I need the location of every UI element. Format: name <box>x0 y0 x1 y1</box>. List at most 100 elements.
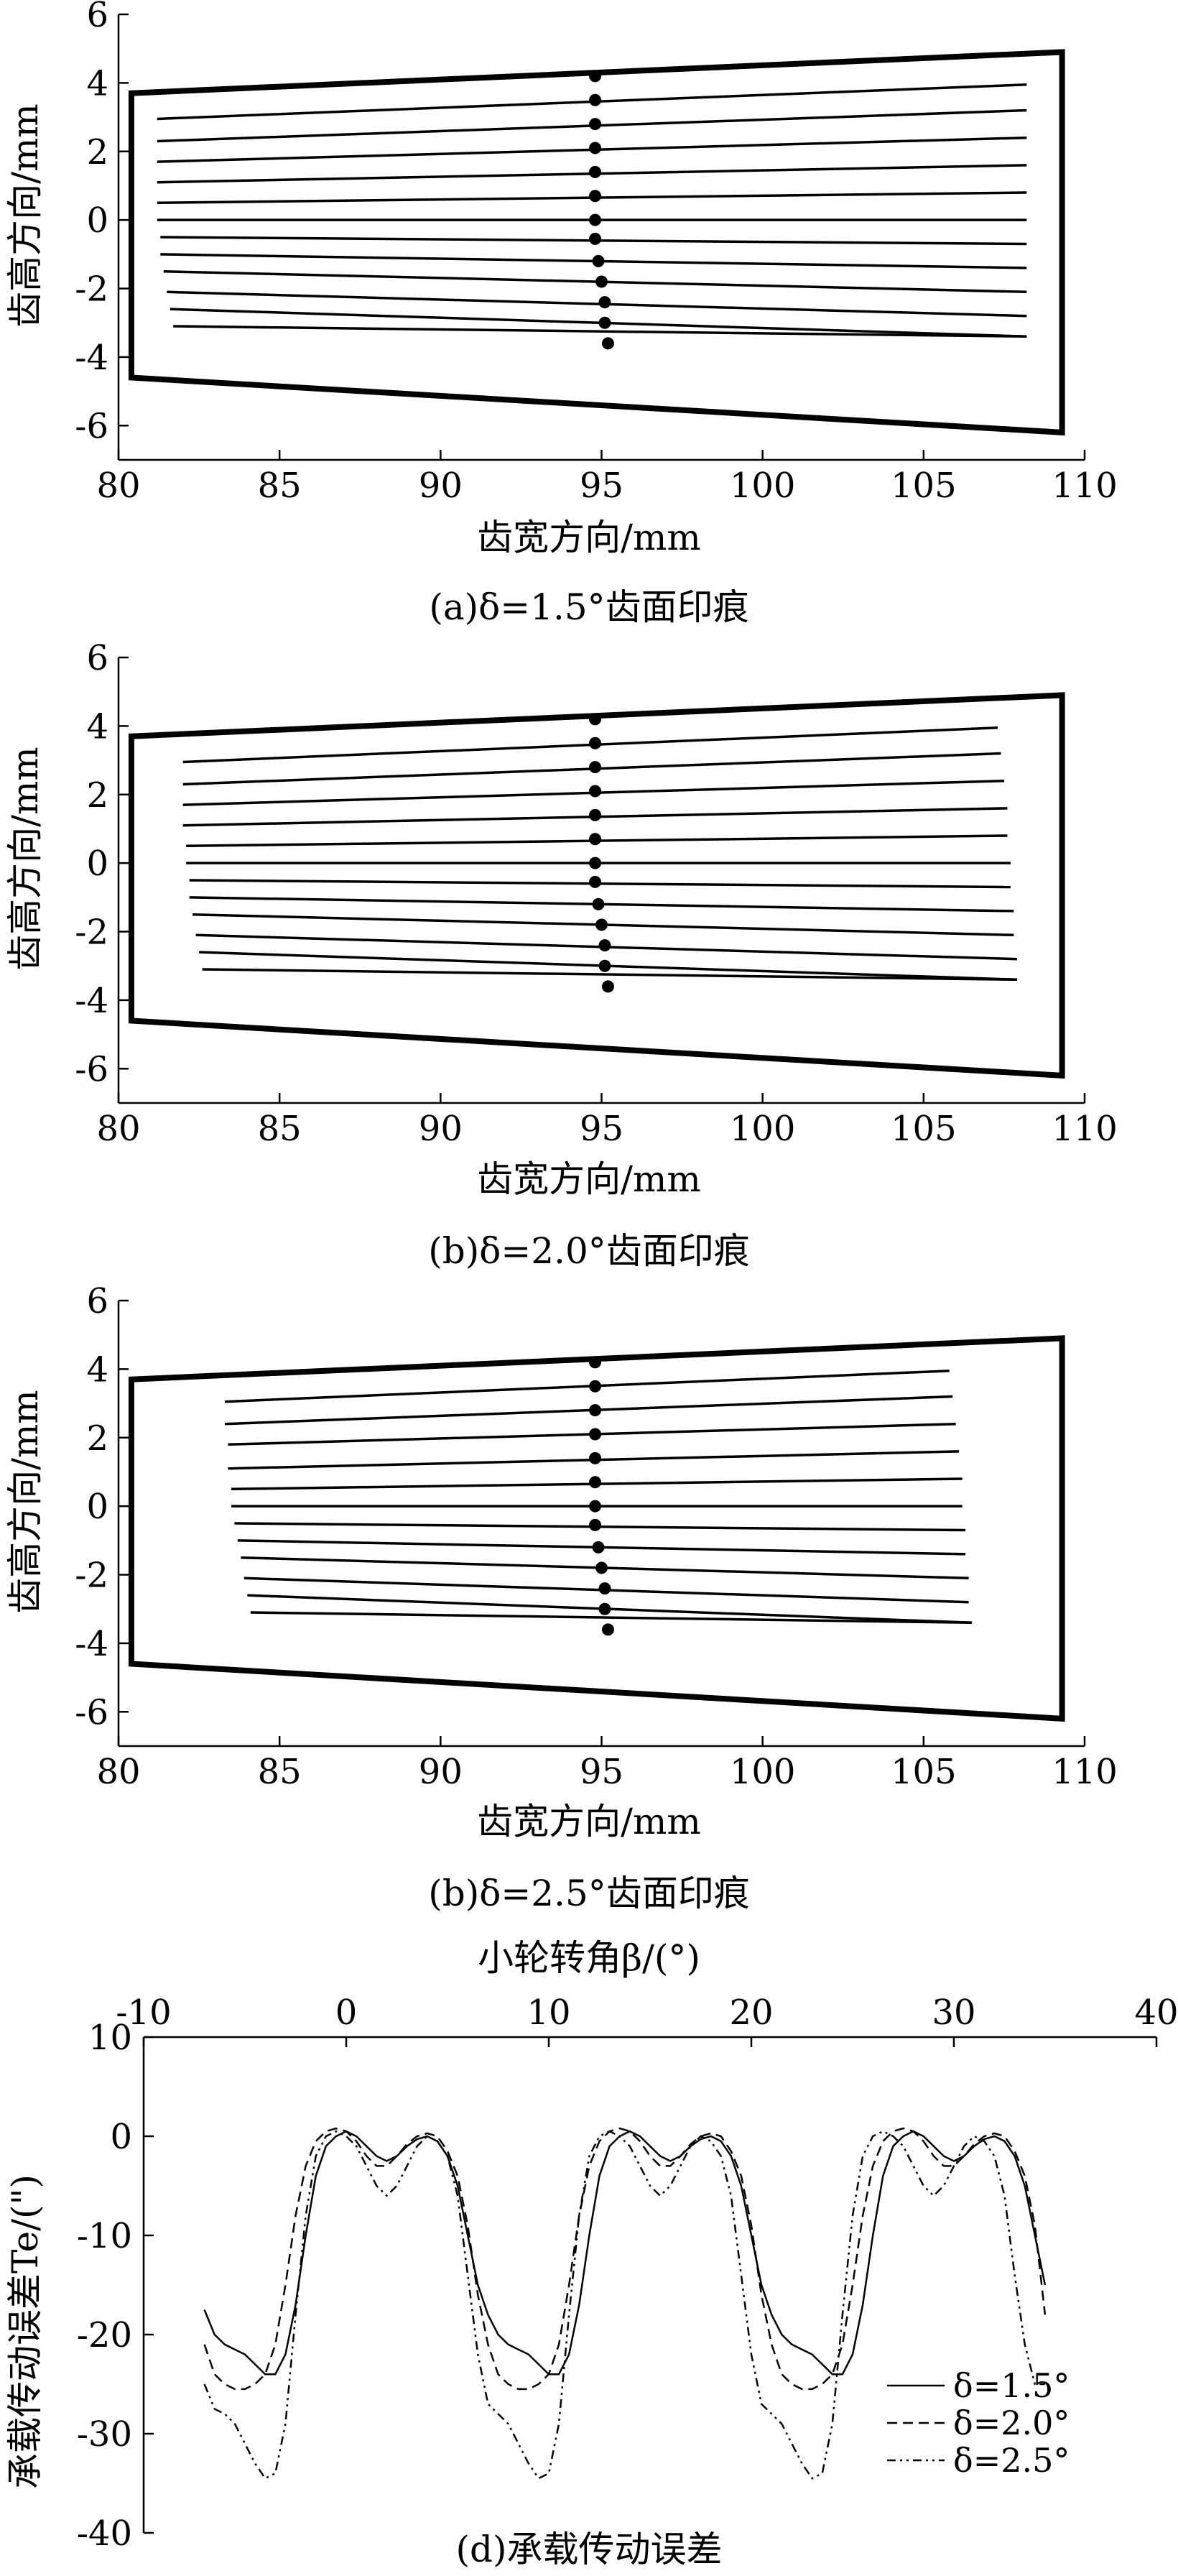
panel-c-contact-line <box>224 1370 950 1403</box>
panel-d-series-line-2 <box>203 2127 1047 2391</box>
panel-b-contact-point <box>598 939 611 952</box>
panel-c-contact-point <box>601 1623 614 1636</box>
panel-a-contact-point <box>589 213 602 226</box>
panel-b-xtick-label: 100 <box>730 1109 796 1149</box>
panel-a-xlabel: 齿宽方向/mm <box>477 517 701 558</box>
panel-b-axes <box>117 656 1086 1104</box>
panel-b-contact-point <box>592 897 605 910</box>
panel-c-contact-point <box>589 1380 602 1393</box>
contact-pattern-panel-a: 80 85 90 95 100 105 110 -6 -4 -2 0 2 4 6 齿宽方向/mm 齿高方向… <box>4 0 1118 628</box>
panel-a-ytick-label: 0 <box>86 200 108 241</box>
panel-c-xtick-label: 80 <box>96 1752 140 1792</box>
panel-c-ytick-label: -2 <box>75 1556 108 1596</box>
panel-a-ytick-label: 2 <box>86 132 108 172</box>
panel-c-contact-point <box>595 1561 608 1574</box>
panel-b-xtick-label: 110 <box>1052 1109 1118 1149</box>
contact-pattern-panel-c: 80 85 90 95 100 105 110 -6 -4 -2 0 2 4 6 齿宽方向/mm 齿高方向… <box>4 1281 1118 1914</box>
panel-d-series-line-3 <box>203 2130 1045 2480</box>
panel-a-contact-line <box>173 325 1027 338</box>
panel-a-xtick-label: 95 <box>580 466 623 506</box>
panel-a-caption: (a)δ=1.5°齿面印痕 <box>429 586 748 628</box>
panel-d-xtick-label: 30 <box>932 1993 975 2033</box>
panel-b-contact-point <box>601 980 614 993</box>
panel-c-xtick-label: 100 <box>730 1752 796 1792</box>
panel-b-xtick-label: 90 <box>419 1109 463 1149</box>
panel-b-contact-point <box>589 857 602 869</box>
panel-a-contact-point <box>589 70 602 83</box>
panel-a-contact-line <box>167 290 1027 318</box>
panel-d-ytick-label: 10 <box>88 2018 132 2058</box>
panel-b-contact-line <box>202 968 1017 982</box>
panel-a-contact-point <box>589 190 602 203</box>
panel-c-contact-point <box>592 1541 605 1554</box>
panel-a-contact-point <box>589 118 602 131</box>
panel-c-contact-point <box>598 1602 611 1615</box>
panel-b-xlabel: 齿宽方向/mm <box>477 1158 701 1200</box>
panel-a-xtick-label: 110 <box>1052 466 1118 506</box>
panel-d-xtick-label: 40 <box>1134 1993 1178 2033</box>
panel-d-ytick-label: -30 <box>77 2414 132 2455</box>
panel-a-ytick-label: -2 <box>75 269 108 310</box>
panel-c-contact-line <box>250 1611 973 1625</box>
panel-b-contact-point <box>589 737 602 749</box>
panel-c-xtick-label: 90 <box>419 1752 463 1792</box>
panel-d-ytick-label: -20 <box>77 2315 132 2355</box>
contact-pattern-panel-b: 80 85 90 95 100 105 110 -6 -4 -2 0 2 4 6 齿宽方向/mm 齿高方向… <box>4 638 1118 1272</box>
panel-c-ytick-label: 0 <box>86 1487 108 1527</box>
panel-a-tooth-boundary <box>128 49 1065 436</box>
panel-a-xtick-label: 100 <box>730 466 796 506</box>
panel-b-ytick-label: -6 <box>75 1049 108 1089</box>
panel-d-series-line-1 <box>203 2130 1047 2376</box>
panel-c-axes <box>117 1299 1086 1748</box>
panel-b-tick-labels: 80 85 90 95 100 105 110 -6 -4 -2 0 2 4 6 <box>75 638 1118 1149</box>
panel-c-contact-point <box>589 1500 602 1513</box>
panel-b-contact-point <box>589 808 602 821</box>
panel-a-ytick-label: -4 <box>75 338 108 378</box>
panel-b-contact-point <box>589 785 602 798</box>
panel-c-contact-point <box>589 1476 602 1489</box>
panel-d-ytick-label: -40 <box>77 2513 132 2554</box>
panel-b-contact-points <box>589 713 614 993</box>
panel-a-xtick-label: 105 <box>891 466 957 506</box>
panel-b-xtick-label: 95 <box>580 1109 623 1149</box>
panel-a-boundary-outline <box>128 49 1065 436</box>
panel-c-xtick-label: 110 <box>1052 1752 1118 1792</box>
panel-b-boundary-outline <box>128 692 1065 1079</box>
panel-d-ytick-label: -10 <box>77 2216 132 2256</box>
panel-a-contact-point <box>598 316 611 329</box>
panel-d-legend: δ=1.5°δ=2.0°δ=2.5° <box>887 2366 1070 2480</box>
panel-b-ytick-label: 2 <box>86 775 108 816</box>
panel-b-ytick-label: 0 <box>86 844 108 884</box>
panel-b-ytick-label: 4 <box>86 706 108 747</box>
panel-c-caption: (b)δ=2.5°齿面印痕 <box>428 1873 750 1914</box>
panel-c-boundary-outline <box>128 1335 1065 1722</box>
panel-a-contact-line <box>163 269 1027 294</box>
panel-c-ytick-label: 6 <box>86 1281 108 1321</box>
panel-c-xlabel: 齿宽方向/mm <box>477 1801 701 1842</box>
panel-b-xtick-label: 105 <box>891 1109 957 1149</box>
panel-a-ytick-label: 6 <box>86 0 108 35</box>
panel-d-axes <box>142 2036 1158 2534</box>
panel-a-contact-points <box>589 70 614 350</box>
panel-d-legend-label-1: δ=1.5° <box>953 2366 1070 2405</box>
panel-a-contact-point <box>589 165 602 178</box>
panel-b-ytick-label: -2 <box>75 913 108 953</box>
panel-c-ytick-label: -4 <box>75 1624 108 1664</box>
panel-c-tooth-boundary <box>128 1335 1065 1722</box>
panel-a-ylabel: 齿高方向/mm <box>4 103 46 328</box>
panel-b-ytick-label: -4 <box>75 981 108 1021</box>
panel-a-contact-point <box>592 254 605 267</box>
panel-b-xtick-label: 80 <box>96 1109 140 1149</box>
panel-c-ytick-label: 4 <box>86 1349 108 1390</box>
panel-a-contact-point <box>589 142 602 154</box>
panel-d-tick-labels: -10 0 10 20 30 40 -40 -30 -20 -10 0 10 <box>77 1993 1178 2554</box>
panel-a-xtick-label: 80 <box>96 466 140 506</box>
panel-a-axes <box>117 13 1086 461</box>
panel-c-contact-point <box>598 1582 611 1595</box>
panel-b-tooth-boundary <box>128 692 1065 1079</box>
panel-c-tick-labels: 80 85 90 95 100 105 110 -6 -4 -2 0 2 4 6 <box>75 1281 1118 1792</box>
panel-c-contact-line <box>224 1395 953 1426</box>
panel-a-tick-labels: 80 85 90 95 100 105 110 -6 -4 -2 0 2 4 6 <box>75 0 1118 506</box>
panel-c-contact-point <box>589 1404 602 1417</box>
panel-b-contact-point <box>589 713 602 726</box>
